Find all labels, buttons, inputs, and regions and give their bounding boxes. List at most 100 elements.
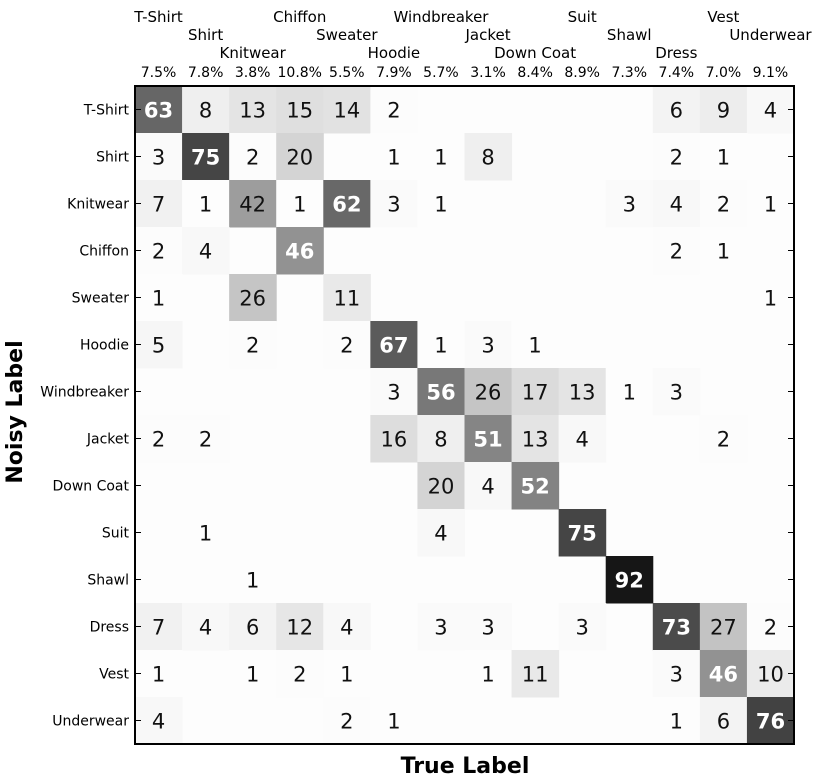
heatmap-cell — [558, 368, 607, 416]
x-tick-label: Shawl — [607, 26, 652, 44]
y-tick-label: Vest — [99, 667, 129, 683]
x-tick-label: Knitwear — [220, 44, 287, 62]
heatmap-cell — [464, 415, 513, 463]
heatmap-cell — [558, 603, 607, 651]
heatmap-cell-value: 1 — [387, 146, 400, 170]
x-percentage-label: 9.1% — [753, 65, 789, 81]
heatmap-cell-value: 1 — [528, 334, 541, 358]
heatmap-cell — [699, 133, 748, 181]
heatmap-cell-value: 1 — [623, 381, 636, 405]
heatmap-cell-value: 4 — [670, 193, 683, 217]
heatmap-cell-value: 2 — [340, 334, 353, 358]
heatmap-cell — [323, 603, 371, 651]
heatmap-cell — [511, 415, 560, 463]
heatmap-cell — [652, 180, 701, 228]
heatmap-cell — [135, 603, 183, 651]
heatmap-cell — [135, 227, 183, 275]
x-percentage-label: 7.4% — [659, 65, 695, 81]
heatmap-cell — [417, 180, 465, 228]
heatmap-cell — [699, 86, 748, 134]
heatmap-cell-value: 2 — [670, 240, 683, 264]
heatmap-cell — [746, 180, 795, 228]
heatmap-cell — [746, 274, 795, 322]
y-tick-label: Shirt — [96, 150, 129, 166]
heatmap-cell — [135, 415, 183, 463]
heatmap-cell — [276, 180, 324, 228]
heatmap-cell — [464, 133, 513, 181]
x-percentage-label: 5.7% — [423, 65, 459, 81]
heatmap-cell-value: 2 — [717, 193, 730, 217]
heatmap-cell — [511, 462, 560, 510]
heatmap-cell — [135, 180, 183, 228]
heatmap-cell — [276, 133, 324, 181]
heatmap-cell — [605, 556, 654, 604]
heatmap-cell — [229, 274, 277, 322]
heatmap-cell — [464, 462, 513, 510]
x-tick-label: Underwear — [729, 26, 812, 44]
x-tick-label: Chiffon — [273, 8, 326, 26]
heatmap-cell-value: 4 — [199, 240, 212, 264]
heatmap-cell-value: 75 — [568, 522, 597, 546]
y-tick-label: Underwear — [52, 714, 129, 730]
heatmap-cell-value: 4 — [764, 99, 777, 123]
y-tick-marks — [135, 109, 794, 721]
y-tick-label: Chiffon — [79, 244, 129, 260]
heatmap-cell-value: 2 — [387, 99, 400, 123]
heatmap-cell-value: 17 — [522, 381, 549, 405]
heatmap-cell — [746, 650, 795, 698]
heatmap-cell — [323, 321, 371, 369]
heatmap-cell — [229, 133, 277, 181]
heatmap-cell — [652, 227, 701, 275]
x-tick-label: T-Shirt — [133, 8, 183, 26]
heatmap-cell — [229, 86, 277, 134]
y-tick-label: Hoodie — [80, 338, 129, 354]
heatmap-cell-value: 1 — [434, 334, 447, 358]
heatmap-cell — [135, 650, 183, 698]
heatmap-cell-value: 1 — [152, 663, 165, 687]
heatmap-cell-value: 1 — [199, 522, 212, 546]
heatmap-cell-value: 20 — [428, 475, 455, 499]
heatmap-cell-value: 2 — [717, 428, 730, 452]
heatmap-cell — [323, 274, 371, 322]
heatmap-cell — [276, 227, 324, 275]
heatmap-cell-value: 2 — [246, 146, 259, 170]
heatmap-cell-value: 1 — [434, 193, 447, 217]
heatmap-cell-value: 1 — [481, 663, 494, 687]
x-percentage-label: 5.5% — [329, 65, 365, 81]
heatmap-cell-value: 1 — [764, 287, 777, 311]
heatmap-cell — [182, 86, 230, 134]
heatmap-cell — [511, 321, 560, 369]
heatmap-cell-value: 27 — [710, 616, 737, 640]
heatmap-cell — [746, 697, 795, 745]
heatmap-cell-value: 9 — [717, 99, 730, 123]
heatmap-cell-value: 3 — [670, 381, 683, 405]
heatmap-cell-value: 26 — [475, 381, 502, 405]
heatmap-cell-value: 15 — [286, 99, 313, 123]
heatmap-cell — [182, 180, 230, 228]
y-tick-label: Shawl — [87, 573, 129, 589]
heatmap-cell — [464, 321, 513, 369]
heatmap-cell — [370, 86, 418, 134]
heatmap-cell-value: 2 — [152, 240, 165, 264]
heatmap-cell — [370, 321, 418, 369]
x-percentage-label: 7.3% — [611, 65, 647, 81]
x-percentage-label: 8.9% — [564, 65, 600, 81]
heatmap-cell-value: 62 — [332, 193, 361, 217]
heatmap-cell — [652, 697, 701, 745]
heatmap-cell-value: 8 — [199, 99, 212, 123]
heatmap-cell — [699, 415, 748, 463]
heatmap-cell-value: 2 — [670, 146, 683, 170]
x-axis-label: True Label — [401, 754, 530, 779]
heatmap-cells — [135, 86, 795, 745]
heatmap-cell-value: 6 — [670, 99, 683, 123]
heatmap-cell-value: 5 — [152, 334, 165, 358]
x-percentage-label: 7.9% — [376, 65, 412, 81]
heatmap-cell-value: 56 — [426, 381, 455, 405]
heatmap-cell-value: 1 — [340, 663, 353, 687]
heatmap-cell-value: 75 — [191, 146, 220, 170]
heatmap-cell — [229, 603, 277, 651]
heatmap-cell — [652, 86, 701, 134]
heatmap-cell-value: 2 — [152, 428, 165, 452]
heatmap-cell-value: 3 — [623, 193, 636, 217]
